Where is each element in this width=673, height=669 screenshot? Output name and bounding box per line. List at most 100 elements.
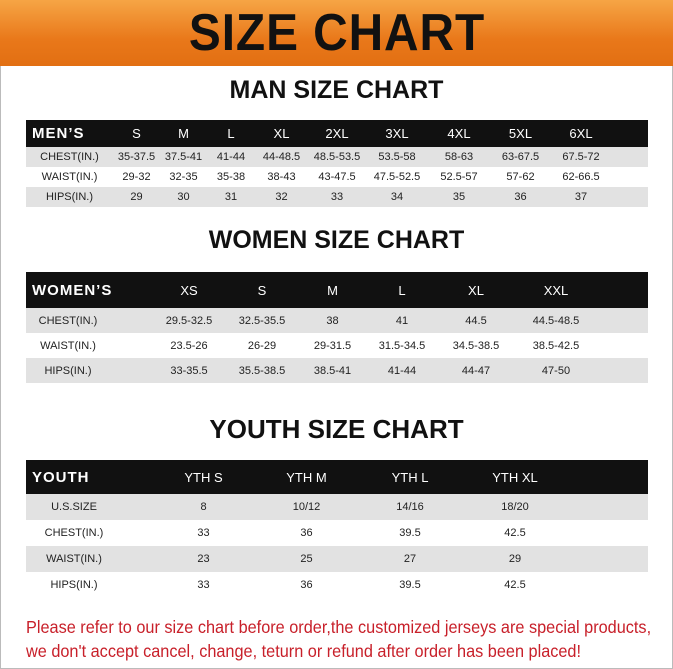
table-cell: 36 bbox=[300, 527, 313, 539]
size-column-header: L bbox=[227, 126, 235, 141]
table-row: WAIST(IN.) 29-32 32-35 35-38 38-43 43-47.5 47.… bbox=[26, 167, 648, 187]
size-column-header: XL bbox=[273, 126, 290, 141]
size-column-header: YTH XL bbox=[492, 469, 538, 485]
row-label: CHEST(IN.) bbox=[40, 151, 99, 163]
women-size-table: WOMEN’S XS S M L XL XXL CHEST(IN.) 29.5-32.5 32.5… bbox=[26, 272, 648, 383]
row-label: WAIST(IN.) bbox=[46, 553, 102, 565]
row-label: HIPS(IN.) bbox=[50, 579, 98, 591]
size-column-header: M bbox=[327, 282, 338, 298]
table-row: WAIST(IN.) 23 25 27 29 bbox=[26, 546, 648, 572]
banner: SIZE CHART bbox=[0, 0, 673, 66]
table-cell: 23.5-26 bbox=[170, 339, 208, 352]
table-cell: 36 bbox=[514, 191, 527, 203]
row-label: U.S.SIZE bbox=[51, 501, 97, 513]
table-cell: 27 bbox=[403, 553, 417, 565]
table-cell: 63-67.5 bbox=[501, 151, 540, 163]
size-column-header: S bbox=[132, 126, 141, 141]
table-cell: 35.5-38.5 bbox=[238, 364, 286, 377]
table-cell: 10/12 bbox=[292, 501, 321, 513]
table-cell: 52.5-57 bbox=[440, 171, 478, 183]
table-header-label: YOUTH bbox=[32, 468, 90, 486]
table-cell: 47-50 bbox=[541, 364, 571, 377]
row-label: HIPS(IN.) bbox=[44, 364, 92, 377]
youth-size-table: YOUTH YTH S YTH M YTH L YTH XL U.S.SIZE 8 10/12… bbox=[26, 460, 648, 598]
table-cell: 23 bbox=[197, 553, 210, 565]
size-column-header: 4XL bbox=[447, 126, 471, 141]
table-cell: 58-63 bbox=[444, 151, 474, 163]
table-cell: 38.5-41 bbox=[313, 364, 352, 377]
men-title: MAN SIZE CHART bbox=[229, 76, 444, 104]
table-cell: 41-44 bbox=[216, 151, 246, 163]
table-cell: 35-37.5 bbox=[117, 151, 156, 163]
table-cell: 26-29 bbox=[247, 339, 277, 352]
row-label: WAIST(IN.) bbox=[40, 339, 96, 352]
table-cell: 31 bbox=[224, 191, 238, 203]
table-cell: 37.5-41 bbox=[164, 151, 203, 163]
table-cell: 57-62 bbox=[506, 171, 535, 183]
notice-line-1: Please refer to our size chart before or… bbox=[26, 617, 652, 637]
size-column-header: YTH L bbox=[391, 469, 429, 485]
table-header-label: MEN’S bbox=[32, 125, 85, 142]
table-cell: 29.5-32.5 bbox=[165, 314, 213, 327]
table-header-label: WOMEN’S bbox=[32, 281, 113, 299]
table-cell: 41-44 bbox=[387, 364, 417, 377]
table-cell: 48.5-53.5 bbox=[313, 151, 361, 163]
youth-title: YOUTH SIZE CHART bbox=[209, 414, 464, 444]
row-label: CHEST(IN.) bbox=[38, 314, 98, 327]
table-cell: 8 bbox=[200, 501, 207, 513]
table-row: CHEST(IN.) 29.5-32.5 32.5-35.5 38 41 44.5 44.5… bbox=[26, 308, 648, 333]
table-cell: 18/20 bbox=[501, 501, 529, 513]
table-cell: 39.5 bbox=[399, 527, 421, 539]
table-cell: 25 bbox=[300, 553, 313, 565]
table-cell: 31.5-34.5 bbox=[378, 339, 426, 352]
table-cell: 38-43 bbox=[267, 171, 296, 183]
size-column-header: YTH M bbox=[286, 469, 327, 485]
size-column-header: M bbox=[178, 126, 189, 141]
table-row: CHEST(IN.) 35-37.5 37.5-41 41-44 44-48.5 48.5… bbox=[26, 147, 648, 167]
table-row: HIPS(IN.) 29 30 31 32 33 34 35 36 37 bbox=[26, 187, 648, 207]
table-cell: 29-32 bbox=[122, 171, 151, 183]
row-label: HIPS(IN.) bbox=[45, 191, 94, 203]
table-cell: 42.5 bbox=[504, 579, 526, 591]
size-column-header: XXL bbox=[543, 282, 569, 298]
size-column-header: 5XL bbox=[508, 126, 533, 141]
table-cell: 41 bbox=[395, 314, 409, 327]
women-title: WOMEN SIZE CHART bbox=[208, 226, 465, 254]
table-cell: 44.5-48.5 bbox=[532, 314, 580, 327]
row-label: CHEST(IN.) bbox=[44, 527, 104, 539]
table-cell: 44-48.5 bbox=[262, 151, 301, 163]
size-column-header: L bbox=[398, 282, 406, 298]
table-header-row: MEN’S S M L XL 2XL 3XL 4XL 5XL 6XL bbox=[26, 120, 648, 147]
men-size-table: MEN’S S M L XL 2XL 3XL 4XL 5XL 6XL CHEST(IN.) 35-37… bbox=[26, 120, 648, 207]
table-cell: 29 bbox=[508, 553, 522, 565]
table-cell: 53.5-58 bbox=[378, 151, 416, 163]
table-cell: 35 bbox=[452, 191, 466, 203]
table-header-row: WOMEN’S XS S M L XL XXL bbox=[26, 272, 648, 308]
size-column-header: 3XL bbox=[385, 126, 409, 141]
table-cell: 47.5-52.5 bbox=[373, 171, 421, 183]
size-column-header: 6XL bbox=[569, 126, 593, 141]
table-cell: 29 bbox=[130, 191, 143, 203]
table-cell: 34 bbox=[390, 191, 404, 203]
table-cell: 34.5-38.5 bbox=[452, 339, 500, 352]
size-column-header: YTH S bbox=[184, 469, 223, 485]
table-cell: 32.5-35.5 bbox=[238, 314, 286, 327]
table-cell: 33-35.5 bbox=[170, 364, 208, 377]
table-cell: 33 bbox=[197, 579, 210, 591]
table-cell: 35-38 bbox=[216, 171, 246, 183]
table-row: CHEST(IN.) 33 36 39.5 42.5 bbox=[26, 520, 648, 546]
table-cell: 36 bbox=[300, 579, 313, 591]
table-cell: 44.5 bbox=[465, 314, 487, 327]
table-cell: 67.5-72 bbox=[562, 151, 600, 163]
table-row: WAIST(IN.) 23.5-26 26-29 29-31.5 31.5-34.5 34… bbox=[26, 333, 648, 358]
table-cell: 33 bbox=[197, 527, 210, 539]
table-cell: 30 bbox=[177, 191, 190, 203]
table-cell: 29-31.5 bbox=[313, 339, 352, 352]
row-label: WAIST(IN.) bbox=[41, 171, 98, 183]
table-cell: 43-47.5 bbox=[318, 171, 356, 183]
table-header-row: YOUTH YTH S YTH M YTH L YTH XL bbox=[26, 460, 648, 494]
table-cell: 38 bbox=[326, 314, 339, 327]
size-column-header: S bbox=[257, 282, 267, 298]
table-row: U.S.SIZE 8 10/12 14/16 18/20 bbox=[26, 494, 648, 520]
table-cell: 32-35 bbox=[169, 171, 198, 183]
